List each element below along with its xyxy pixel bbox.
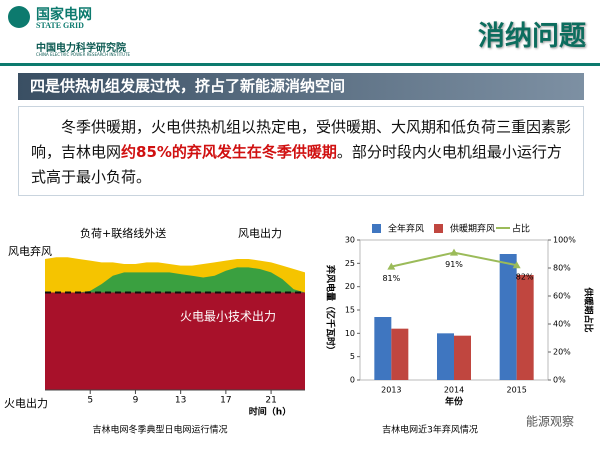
bar	[437, 333, 454, 380]
annotation: 火电出力	[4, 396, 48, 410]
institute-en: CHINA ELECTRIC POWER RESEARCH INSTITUTE	[36, 52, 131, 57]
x-tick-label: 2013	[381, 386, 401, 395]
bar	[391, 328, 409, 380]
x-axis-label: 年份	[445, 396, 464, 408]
y2-tick-label: 0%	[553, 376, 566, 385]
x-tick-label: 13	[175, 396, 186, 406]
x-axis-label: 时间（h）	[249, 406, 291, 418]
x-tick-label: 2015	[506, 386, 526, 395]
x-tick-label: 9	[133, 396, 139, 406]
x-tick-label: 5	[87, 396, 93, 406]
banner: 四是供热机组发展过快，挤占了新能源消纳空间	[18, 73, 584, 100]
caption: 吉林电网近3年弃风情况	[382, 424, 478, 436]
y2-tick-label: 20%	[553, 348, 571, 357]
y-tick-label: 0	[350, 376, 355, 385]
legend-key	[434, 224, 443, 233]
value-label: 91%	[445, 260, 463, 269]
header-rule	[0, 63, 600, 66]
y-tick-label: 10	[345, 329, 355, 338]
y-axis-label: 弃风电量（亿千瓦时）	[325, 265, 337, 355]
series-label: 火电最小技术出力	[180, 310, 276, 324]
highlight: 约85%的弃风发生在冬季供暖期	[121, 143, 337, 161]
logo-cn: 国家电网	[36, 7, 92, 23]
y-tick-label: 20	[345, 282, 355, 291]
x-tick-label: 21	[265, 396, 276, 406]
ratio-marker	[512, 261, 521, 269]
y2-tick-label: 60%	[553, 292, 571, 301]
ratio-marker	[387, 262, 396, 270]
y-tick-label: 25	[345, 259, 355, 268]
logo-icon	[8, 6, 30, 28]
caption: 吉林电网冬季典型日电网运行情况	[92, 424, 227, 436]
bar	[516, 275, 534, 380]
y2-tick-label: 80%	[553, 264, 571, 273]
institute-cn: 中国电力科学研究院	[36, 43, 126, 54]
series-label: 风电出力	[238, 226, 282, 240]
legend-label: 供暖期弃风	[450, 223, 495, 235]
series-label: 风电弃风	[8, 244, 52, 258]
bar	[374, 317, 392, 380]
logo-en: STATE GRID	[36, 21, 84, 30]
text: 冬季供暖期，火电供热机组以热定电，受供暖期、大风期和低负荷三重因素影响，吉林电网	[31, 118, 572, 161]
paragraph: 冬季供暖期，火电供热机组以热定电，受供暖期、大风期和低负荷三重因素影响，吉林电网…	[18, 106, 584, 196]
bar	[499, 254, 517, 380]
y-tick-label: 5	[350, 352, 355, 361]
text: 。部分时段内火电机组最小运行方式高于最小负荷。	[31, 143, 562, 186]
x-tick-label: 17	[220, 396, 231, 406]
page-title: 消纳问题	[478, 21, 586, 52]
y-tick-label: 30	[345, 236, 355, 245]
legend-key	[372, 224, 381, 233]
y2-tick-label: 100%	[553, 236, 576, 245]
y-tick-label: 15	[345, 306, 355, 315]
y2-axis-label: 供暖期占比	[583, 286, 595, 332]
ratio-marker	[450, 248, 458, 256]
label-bg	[2, 397, 58, 411]
value-label: 81%	[382, 274, 400, 283]
legend-label: 占比	[512, 223, 530, 235]
area	[45, 292, 305, 390]
y2-tick-label: 40%	[553, 320, 571, 329]
legend-label: 全年弃风	[388, 223, 424, 235]
annotation: 负荷+联络线外送	[80, 226, 166, 240]
value-label: 82%	[516, 273, 534, 282]
watermark: 能源观察	[526, 415, 574, 429]
bar	[454, 335, 471, 380]
x-tick-label: 2014	[444, 386, 464, 395]
